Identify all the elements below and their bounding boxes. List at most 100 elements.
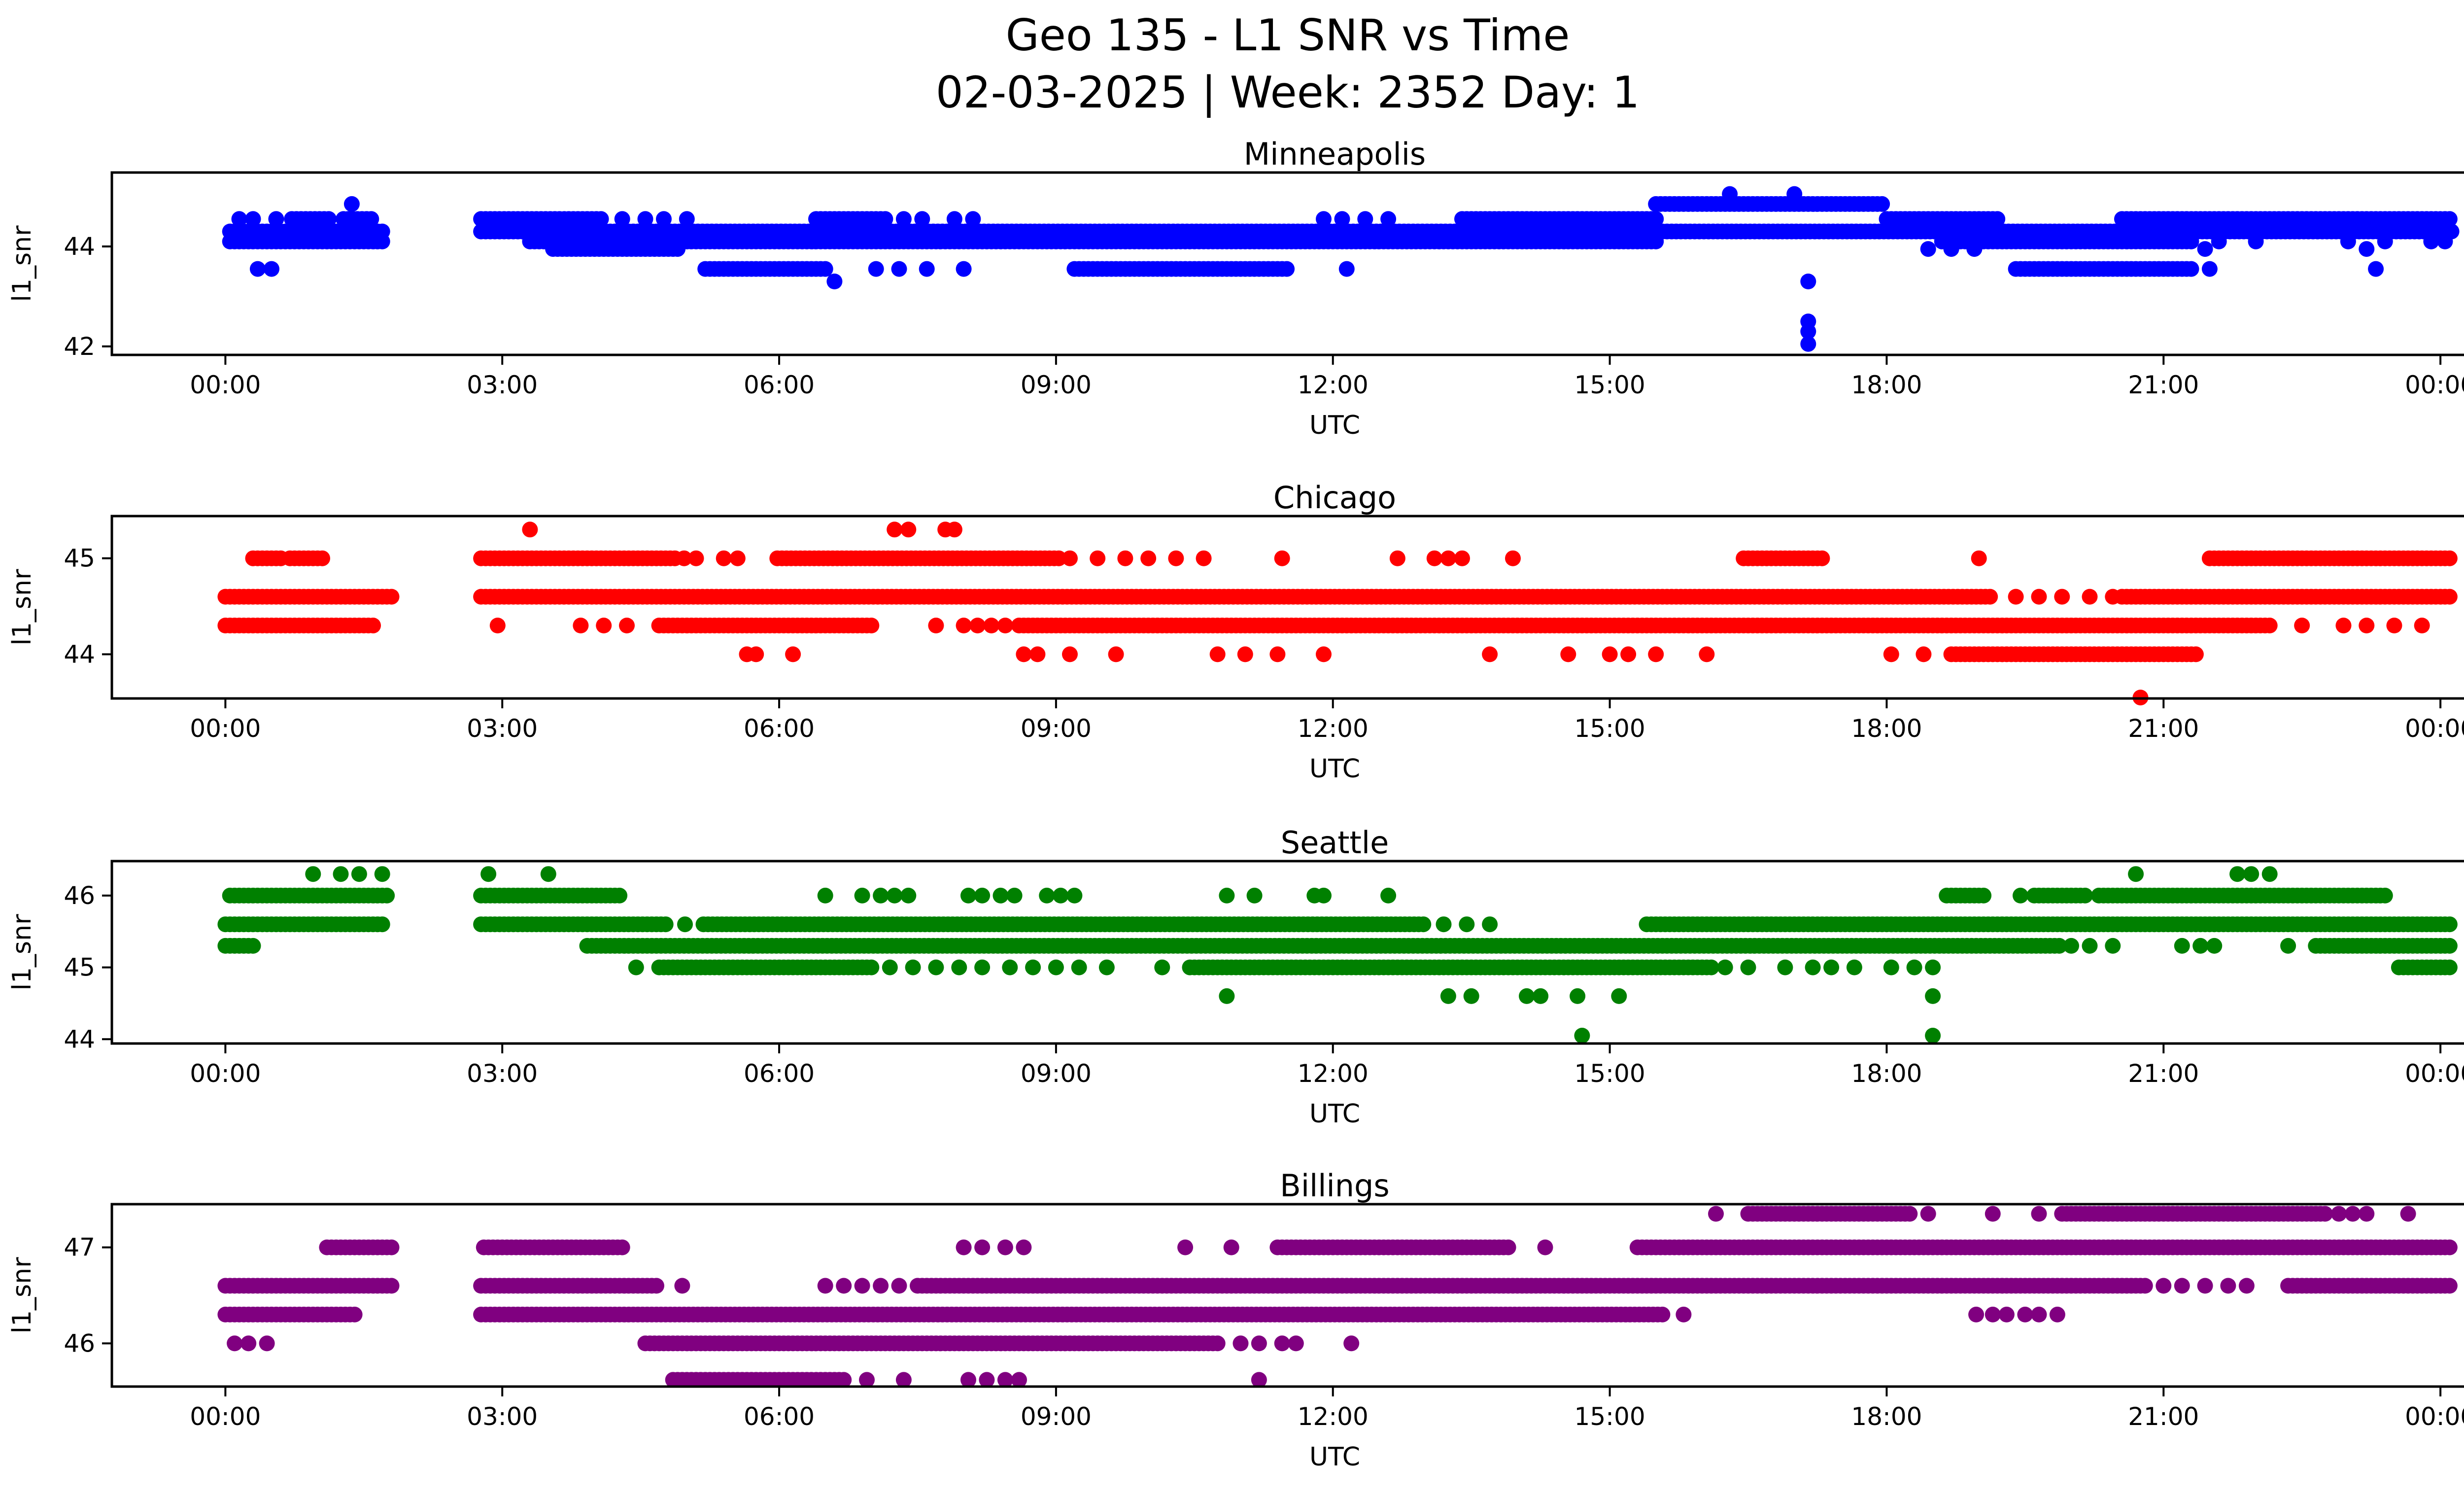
x-tick-label: 03:00 xyxy=(467,714,538,743)
scatter-point xyxy=(2031,1306,2047,1322)
scatter-point xyxy=(2206,938,2223,954)
figure-title: Geo 135 - L1 SNR vs Time 02-03-2025 | We… xyxy=(0,7,2464,121)
scatter-point xyxy=(614,1239,630,1255)
scatter-point xyxy=(1209,1335,1226,1352)
scatter-point xyxy=(1316,211,1332,227)
scatter-point xyxy=(716,550,732,566)
scatter-point xyxy=(1440,550,1456,566)
scatter-point xyxy=(1006,887,1023,904)
scatter-point xyxy=(1288,1335,1304,1352)
scatter-point xyxy=(2386,618,2402,633)
scatter-point xyxy=(657,916,674,933)
x-tick-label: 15:00 xyxy=(1574,714,1645,743)
scatter-point xyxy=(2188,646,2204,662)
scatter-point xyxy=(1025,959,1041,975)
scatter-point xyxy=(1505,550,1521,566)
x-axis-label: UTC xyxy=(1309,754,1360,784)
scatter-point xyxy=(522,522,538,538)
scatter-point xyxy=(1062,646,1078,662)
scatter-point xyxy=(1982,589,1998,605)
scatter-point xyxy=(374,233,390,249)
scatter-point xyxy=(1177,1239,1194,1255)
scatter-point xyxy=(2261,866,2278,882)
x-tick-label: 18:00 xyxy=(1851,714,1922,743)
x-tick-label: 15:00 xyxy=(1574,1059,1645,1088)
scatter-point xyxy=(674,1278,690,1294)
scatter-point xyxy=(1998,1306,2015,1322)
scatter-point xyxy=(2174,1278,2190,1294)
scatter-point xyxy=(1800,323,1816,340)
scatter-point xyxy=(1016,1239,1032,1255)
scatter-point xyxy=(946,522,962,538)
scatter-point xyxy=(1237,646,1253,662)
scatter-point xyxy=(1011,1372,1027,1388)
scatter-point xyxy=(231,211,247,227)
scatter-point xyxy=(2248,233,2264,249)
scatter-point xyxy=(956,1239,972,1255)
scatter-point xyxy=(245,938,261,954)
scatter-point xyxy=(1814,550,1830,566)
scatter-point xyxy=(245,211,261,227)
scatter-point xyxy=(1196,550,1212,566)
scatter-point xyxy=(1463,988,1479,1004)
scatter-point xyxy=(887,522,903,538)
scatter-point xyxy=(1380,211,1397,227)
scatter-points-group xyxy=(222,186,2460,352)
scatter-point xyxy=(1279,261,1295,277)
x-tick-label: 12:00 xyxy=(1298,371,1369,399)
scatter-point xyxy=(1846,959,1862,975)
scatter-point xyxy=(992,887,1009,904)
scatter-point xyxy=(1500,1239,1516,1255)
scatter-point xyxy=(1117,550,1133,566)
scatter-point xyxy=(612,887,628,904)
y-axis-label: l1_snr xyxy=(7,569,37,646)
scatter-point xyxy=(900,522,917,538)
scatter-point xyxy=(1925,988,1941,1004)
figure-title-line2: 02-03-2025 | Week: 2352 Day: 1 xyxy=(935,67,1640,118)
scatter-point xyxy=(2335,618,2352,633)
scatter-point xyxy=(974,1239,991,1255)
scatter-point xyxy=(1976,887,1992,904)
scatter-point xyxy=(1108,646,1124,662)
scatter-point xyxy=(887,887,903,904)
scatter-point xyxy=(2183,261,2199,277)
x-tick-label: 00:00 xyxy=(190,371,261,399)
y-tick-label: 44 xyxy=(64,232,95,261)
x-tick-label: 03:00 xyxy=(467,1059,538,1088)
x-tick-label: 00:00 xyxy=(2405,714,2464,743)
scatter-point xyxy=(1699,646,1715,662)
scatter-point xyxy=(1316,646,1332,662)
scatter-point xyxy=(2156,1278,2172,1294)
scatter-point xyxy=(1338,261,1355,277)
scatter-point xyxy=(2441,211,2458,227)
scatter-point xyxy=(383,1239,400,1255)
scatter-point xyxy=(1251,1335,1267,1352)
scatter-point xyxy=(960,1372,976,1388)
x-tick-label: 21:00 xyxy=(2128,1402,2199,1431)
scatter-point xyxy=(882,959,898,975)
scatter-point xyxy=(914,211,930,227)
scatter-point xyxy=(2201,261,2218,277)
scatter-point xyxy=(817,887,833,904)
scatter-point xyxy=(2174,938,2190,954)
x-tick-label: 12:00 xyxy=(1298,714,1369,743)
x-axis-label: UTC xyxy=(1309,1442,1360,1472)
scatter-point xyxy=(1916,646,1932,662)
scatter-point xyxy=(593,211,609,227)
scatter-point xyxy=(1482,916,1498,933)
scatter-point xyxy=(1800,274,1816,289)
scatter-point xyxy=(1316,887,1332,904)
scatter-point xyxy=(1537,1239,1553,1255)
scatter-point xyxy=(1648,211,1664,227)
scatter-point xyxy=(836,1372,852,1388)
plot-frame xyxy=(110,1203,2464,1388)
scatter-point xyxy=(1966,241,1983,257)
scatter-point xyxy=(817,261,833,277)
scatter-point xyxy=(305,866,321,882)
scatter-point xyxy=(974,959,991,975)
x-tick-label: 21:00 xyxy=(2128,371,2199,399)
scatter-point xyxy=(1051,550,1067,566)
scatter-point xyxy=(854,887,870,904)
x-tick-label: 18:00 xyxy=(1851,1059,1922,1088)
